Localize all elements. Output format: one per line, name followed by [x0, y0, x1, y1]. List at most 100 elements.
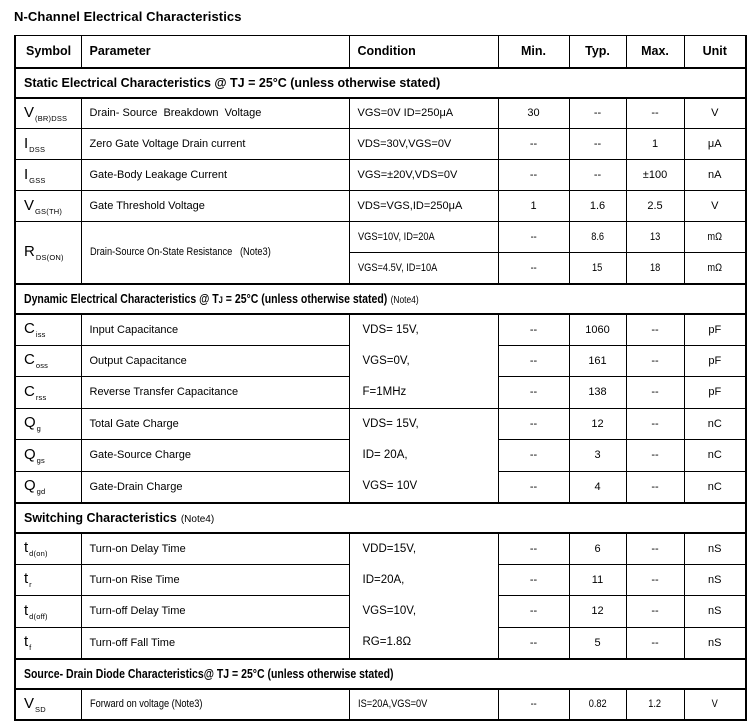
condition-cell: VGS=±20V,VDS=0V [348, 159, 499, 191]
unit-cell: nS [683, 595, 747, 628]
table-row: Qg Total Gate Charge VDS= 15V, ID= 20A, … [14, 407, 747, 503]
symbol-cell: tr [14, 563, 82, 596]
condition-cell: IS=20A,VGS=0V [348, 688, 499, 720]
parameter-cell: Total Gate Charge [80, 407, 350, 440]
condition-cell: VDS=30V,VGS=0V [348, 128, 499, 160]
parameter-cell: Drain- Source Breakdown Voltage [80, 97, 350, 129]
section-title: Static Electrical Characteristics @ TJ =… [24, 75, 441, 90]
typ-cell: 0.82 [568, 688, 627, 720]
column-header-symbol: Symbol [14, 35, 82, 69]
parameter-cell: Drain-Source On-State Resistance (Note3) [80, 221, 350, 284]
table-row: RDS(ON) Drain-Source On-State Resistance… [14, 221, 747, 284]
symbol-cell: Qgd [14, 470, 82, 503]
unit-cell: V [683, 97, 747, 129]
table-row: Ciss Input Capacitance VDS= 15V, VGS=0V,… [14, 313, 747, 409]
typ-cell: 8.6 [568, 221, 627, 253]
typ-cell: 5 [568, 626, 627, 659]
page-title: N-Channel Electrical Characteristics [14, 9, 242, 24]
condition-cell: VDS= 15V, VGS=0V, F=1MHz [348, 313, 499, 409]
typ-cell: 1.6 [568, 190, 627, 222]
parameter-cell: Output Capacitance [80, 344, 350, 377]
max-cell: 1.2 [625, 688, 685, 720]
min-cell: -- [497, 252, 570, 284]
min-cell: -- [497, 376, 570, 409]
characteristics-table: Symbol Parameter Condition Min. Typ. Max… [14, 35, 747, 721]
condition-cell: VDS= 15V, ID= 20A, VGS= 10V [348, 407, 499, 503]
min-cell: -- [497, 439, 570, 472]
symbol-cell: tf [14, 626, 82, 659]
symbol-cell: Qg [14, 407, 82, 440]
typ-cell: -- [568, 159, 627, 191]
table-row: tr Turn-on Rise Time -- 11 -- nS [14, 563, 747, 596]
typ-cell: -- [568, 97, 627, 129]
unit-cell: pF [683, 344, 747, 377]
max-cell: -- [625, 97, 685, 129]
unit-cell: V [683, 190, 747, 222]
table-row: VSD Forward on voltage (Note3) IS=20A,VG… [14, 688, 747, 720]
table-row: VGS(TH) Gate Threshold Voltage VDS=VGS,I… [14, 190, 747, 222]
symbol-cell: td(on) [14, 532, 82, 565]
section-header-diode: Source- Drain Diode Characteristics@ TJ … [14, 657, 747, 690]
symbol-cell: Coss [14, 344, 82, 377]
unit-cell: V [683, 688, 747, 720]
unit-cell: nS [683, 563, 747, 596]
typ-cell: -- [568, 128, 627, 160]
typ-cell: 12 [568, 407, 627, 440]
section-header-switching: Switching Characteristics (Note4) [14, 501, 747, 534]
max-cell: 1 [625, 128, 685, 160]
typ-cell: 1060 [568, 313, 627, 346]
parameter-cell: Turn-on Rise Time [80, 563, 350, 596]
max-cell: -- [625, 532, 685, 565]
parameter-cell: Turn-off Delay Time [80, 595, 350, 628]
unit-cell: pF [683, 376, 747, 409]
parameter-cell: Gate-Source Charge [80, 439, 350, 472]
typ-cell: 12 [568, 595, 627, 628]
condition-cell: VGS=0V ID=250μA [348, 97, 499, 129]
symbol-cell: VSD [14, 688, 82, 720]
parameter-cell: Gate-Drain Charge [80, 470, 350, 503]
section-note: (Note4) [390, 294, 419, 306]
unit-cell: nC [683, 439, 747, 472]
section-title: Dynamic Electrical Characteristics @ TJ … [24, 291, 419, 306]
parameter-cell: Gate Threshold Voltage [80, 190, 350, 222]
typ-cell: 11 [568, 563, 627, 596]
section-header-static: Static Electrical Characteristics @ TJ =… [14, 66, 747, 99]
section-title: Switching Characteristics [24, 510, 177, 525]
max-cell: 2.5 [625, 190, 685, 222]
symbol-cell: IGSS [14, 159, 82, 191]
column-header-condition: Condition [348, 35, 499, 69]
max-cell: -- [625, 439, 685, 472]
table-row: Qgd Gate-Drain Charge -- 4 -- nC [14, 470, 747, 503]
min-cell: -- [497, 159, 570, 191]
condition-cell: VGS=4.5V, ID=10A [348, 252, 499, 284]
max-cell: -- [625, 407, 685, 440]
column-header-max: Max. [625, 35, 685, 69]
typ-cell: 4 [568, 470, 627, 503]
table-row: V(BR)DSS Drain- Source Breakdown Voltage… [14, 97, 747, 129]
max-cell: -- [625, 626, 685, 659]
unit-cell: mΩ [683, 221, 747, 253]
max-cell: 13 [625, 221, 685, 253]
max-cell: -- [625, 470, 685, 503]
condition-cell: VGS=10V, ID=20A [348, 221, 499, 253]
parameter-cell: Zero Gate Voltage Drain current [80, 128, 350, 160]
unit-cell: nC [683, 470, 747, 503]
max-cell: -- [625, 595, 685, 628]
min-cell: -- [497, 532, 570, 565]
min-cell: -- [497, 128, 570, 160]
min-cell: -- [497, 313, 570, 346]
min-cell: 30 [497, 97, 570, 129]
max-cell: -- [625, 376, 685, 409]
symbol-cell: Ciss [14, 313, 82, 346]
max-cell: ±100 [625, 159, 685, 191]
max-cell: -- [625, 344, 685, 377]
symbol-cell: IDSS [14, 128, 82, 160]
typ-cell: 3 [568, 439, 627, 472]
symbol-cell: VGS(TH) [14, 190, 82, 222]
column-header-unit: Unit [683, 35, 747, 69]
column-header-typ: Typ. [568, 35, 627, 69]
column-header-min: Min. [497, 35, 570, 69]
section-header-dynamic: Dynamic Electrical Characteristics @ TJ … [14, 282, 747, 315]
typ-cell: 6 [568, 532, 627, 565]
symbol-cell: Crss [14, 376, 82, 409]
